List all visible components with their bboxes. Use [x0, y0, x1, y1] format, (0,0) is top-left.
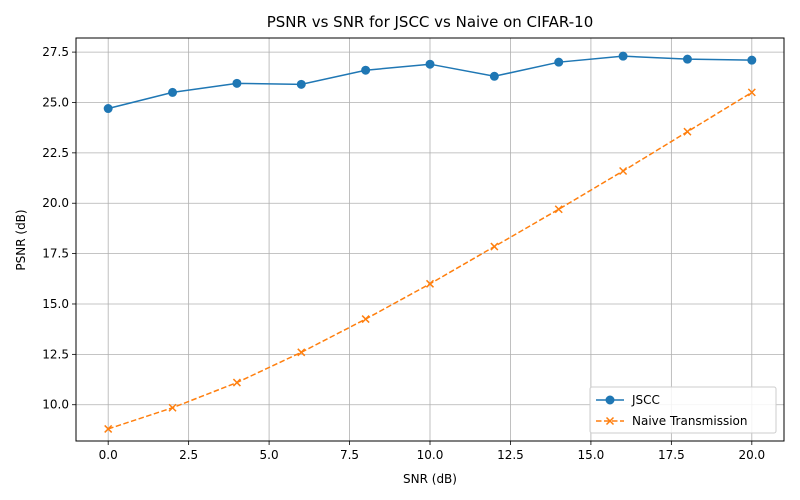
legend-item-jscc: JSCC	[596, 393, 660, 407]
legend-box	[589, 386, 777, 434]
data-point-jscc	[618, 51, 628, 61]
marker-stroke	[490, 242, 499, 251]
x-tick-label: 7.5	[340, 448, 359, 462]
data-point-naive-transmission	[297, 348, 306, 357]
y-tick-label: 12.5	[42, 347, 69, 361]
x-tick-label: 10.0	[417, 448, 444, 462]
data-point-naive-transmission	[683, 127, 692, 136]
data-point-jscc	[361, 65, 371, 75]
y-tick-label: 17.5	[42, 247, 69, 261]
data-point-naive-transmission	[168, 403, 177, 412]
data-point-jscc	[489, 71, 499, 81]
data-point-naive-transmission	[425, 279, 435, 288]
legend-label: Naive Transmission	[632, 414, 747, 428]
marker-stroke	[747, 88, 756, 97]
marker-stroke	[361, 315, 370, 324]
y-tick-label: 25.0	[42, 95, 69, 109]
data-point-jscc	[682, 54, 692, 64]
data-point-jscc	[425, 59, 435, 69]
data-point-naive-transmission	[619, 166, 628, 176]
x-tick-label: 15.0	[578, 448, 605, 462]
marker-stroke	[104, 424, 113, 433]
data-point-jscc	[554, 57, 564, 67]
y-tick-label: 20.0	[42, 196, 69, 210]
marker-stroke	[297, 348, 306, 357]
y-tick-label: 27.5	[42, 45, 69, 59]
data-point-jscc	[168, 87, 178, 97]
data-point-naive-transmission	[232, 378, 241, 387]
data-point-naive-transmission	[747, 88, 756, 97]
y-axis-label: PSNR (dB)	[14, 209, 28, 270]
chart-title: PSNR vs SNR for JSCC vs Naive on CIFAR-1…	[267, 13, 594, 31]
marker-stroke	[554, 205, 563, 214]
data-point-jscc	[747, 55, 757, 65]
marker-stroke	[619, 166, 628, 176]
data-point-naive-transmission	[361, 315, 370, 324]
data-point-jscc	[296, 79, 306, 89]
y-tick-label: 22.5	[42, 146, 69, 160]
y-tick-label: 10.0	[42, 398, 69, 412]
x-tick-label: 17.5	[658, 448, 685, 462]
x-tick-label: 2.5	[179, 448, 198, 462]
x-tick-label: 0.0	[99, 448, 118, 462]
marker-stroke	[605, 416, 615, 426]
series-layer	[103, 51, 757, 433]
legend-item-naive-transmission: Naive Transmission	[596, 414, 747, 428]
legend-swatch-marker	[605, 416, 615, 426]
marker-stroke	[168, 403, 177, 412]
x-tick-label: 5.0	[260, 448, 279, 462]
marker-stroke	[683, 127, 692, 136]
data-point-naive-transmission	[104, 424, 113, 433]
legend-label: JSCC	[631, 393, 660, 407]
legend-swatch-marker	[605, 395, 615, 405]
data-point-naive-transmission	[490, 242, 499, 251]
marker-stroke	[425, 279, 435, 288]
data-point-jscc	[232, 78, 242, 88]
y-tick-label: 15.0	[42, 297, 69, 311]
data-point-naive-transmission	[554, 205, 563, 214]
data-point-jscc	[103, 104, 113, 114]
x-tick-label: 20.0	[738, 448, 765, 462]
marker-stroke	[232, 378, 241, 387]
ticks-layer: 0.0 2.5 5.0 7.5 10.0 12.5 15.0 17.5 20.0 10.0 12.5…	[42, 45, 765, 462]
grid-layer	[76, 38, 784, 441]
x-axis-label: SNR (dB)	[403, 472, 457, 486]
legend: JSCC Naive Transmission	[589, 386, 777, 434]
x-tick-label: 12.5	[497, 448, 524, 462]
